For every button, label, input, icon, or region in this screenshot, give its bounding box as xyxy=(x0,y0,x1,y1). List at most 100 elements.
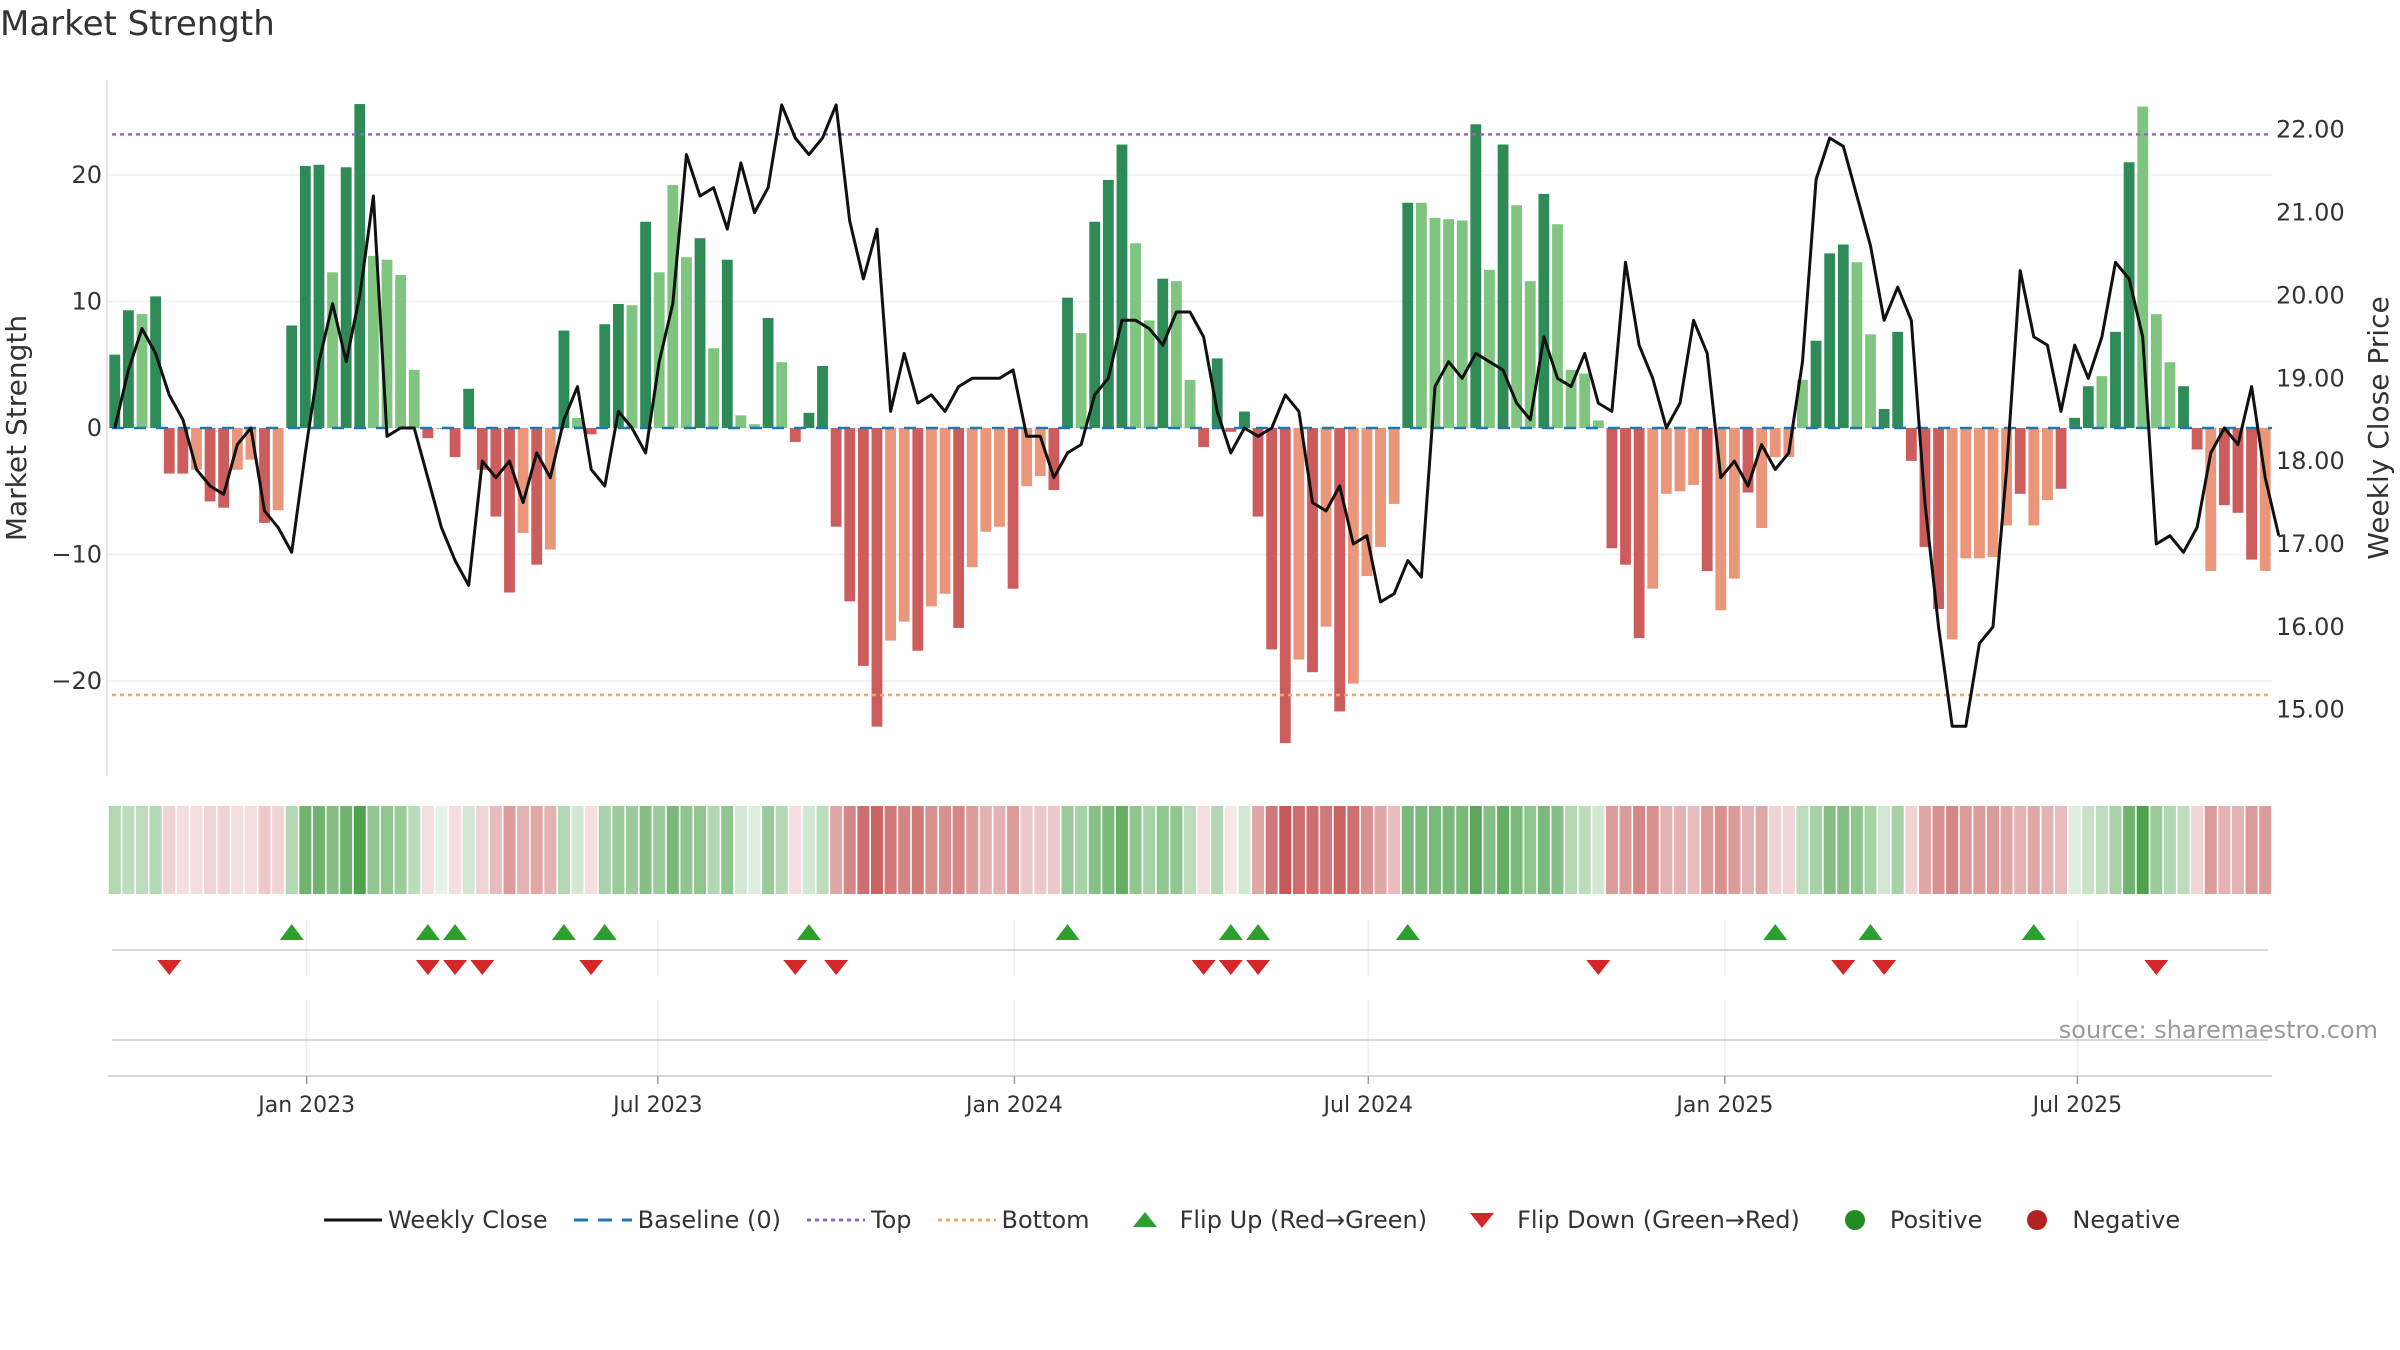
legend-item: Negative xyxy=(2006,1206,2180,1234)
heat-strip-cell xyxy=(707,806,720,894)
heat-strip-cell xyxy=(1864,806,1877,894)
heat-strip-cell xyxy=(993,806,1006,894)
strength-bar xyxy=(2082,386,2094,428)
heat-strip-cell xyxy=(734,806,747,894)
flip-up-marker xyxy=(1055,924,1080,940)
heat-strip-cell xyxy=(802,806,815,894)
strength-bar xyxy=(2150,314,2162,428)
strength-bar xyxy=(966,428,978,568)
heat-strip-cell xyxy=(2150,806,2163,894)
heat-strip-cell xyxy=(163,806,176,894)
strength-bar xyxy=(381,259,393,428)
strength-bar xyxy=(1470,124,1482,429)
strength-bar xyxy=(1375,428,1386,547)
strength-bar xyxy=(1497,144,1509,428)
strength-bar xyxy=(1062,297,1073,428)
heat-strip-cell xyxy=(1878,806,1891,894)
strength-bar xyxy=(1402,202,1414,428)
strength-bar xyxy=(2246,428,2257,560)
strength-bar xyxy=(463,388,475,428)
strength-bar xyxy=(980,428,992,532)
strength-bar xyxy=(612,303,624,428)
strength-bar xyxy=(272,428,284,511)
heat-strip-cell xyxy=(1660,806,1673,894)
strength-bar xyxy=(844,428,856,602)
heat-strip-cell xyxy=(598,806,611,894)
heat-strip-cell xyxy=(1211,806,1224,894)
heat-strip-cell xyxy=(898,806,911,894)
source-label: source: sharemaestro.com xyxy=(2059,1016,2378,1044)
heat-strip-cell xyxy=(408,806,421,894)
x-tick-label: Jul 2024 xyxy=(1322,1093,1414,1118)
flip-up-marker xyxy=(279,924,304,940)
heat-strip-cell xyxy=(1742,806,1755,894)
heat-strip-cell xyxy=(1891,806,1904,894)
strength-bar xyxy=(2218,428,2230,506)
legend: Weekly Close Baseline (0) Top Bottom Flip Up… xyxy=(322,1206,2204,1234)
heat-strip-cell xyxy=(1565,806,1578,894)
strength-bar xyxy=(286,325,298,428)
strength-bar xyxy=(926,428,937,607)
strength-bar xyxy=(776,362,788,428)
strength-bar xyxy=(1048,428,1060,491)
strength-bar xyxy=(1443,219,1454,428)
flip-down-marker xyxy=(415,960,440,975)
heat-strip-cell xyxy=(1769,806,1782,894)
strength-bar xyxy=(1089,221,1101,428)
strength-bar xyxy=(1715,428,1727,611)
heat-strip-cell xyxy=(680,806,693,894)
strength-bar xyxy=(1674,428,1686,492)
legend-item: Baseline (0) xyxy=(572,1206,781,1234)
flip-down-marker xyxy=(579,960,604,975)
y2-tick-label: 18.00 xyxy=(2276,447,2345,475)
strength-bar xyxy=(1293,428,1305,660)
flip-up-marker xyxy=(1246,924,1271,940)
x-tick-label: Jan 2023 xyxy=(256,1093,355,1118)
strength-bar xyxy=(1769,428,1781,458)
heat-strip-cell xyxy=(1578,806,1591,894)
heat-strip-cell xyxy=(1796,806,1809,894)
heat-strip-cell xyxy=(870,806,883,894)
strength-bar xyxy=(1361,428,1373,577)
strength-bar xyxy=(1211,358,1223,428)
strength-bar xyxy=(436,428,447,429)
legend-item: Flip Down (Green→Red) xyxy=(1451,1206,1800,1234)
flip-up-marker xyxy=(1218,924,1243,940)
strength-bar xyxy=(1878,409,1890,428)
strength-bar xyxy=(1660,428,1672,494)
heat-strip-cell xyxy=(2055,806,2068,894)
strength-bar xyxy=(109,354,121,428)
flip-down-marker xyxy=(824,960,849,975)
heat-strip-cell xyxy=(1701,806,1714,894)
heat-strip-cell xyxy=(1388,806,1401,894)
heat-strip-cell xyxy=(830,806,843,894)
heat-strip-cell xyxy=(966,806,979,894)
circle-icon xyxy=(1824,1208,1886,1232)
legend-label: Positive xyxy=(1889,1206,1983,1234)
flip-down-marker xyxy=(1218,960,1243,975)
strength-bar xyxy=(2205,428,2217,571)
heat-strip-cell xyxy=(353,806,366,894)
flip-up-marker xyxy=(551,924,576,940)
heat-strip-cell xyxy=(1374,806,1387,894)
strength-bar xyxy=(476,428,488,470)
heat-strip-cell xyxy=(217,806,230,894)
heat-strip-cell xyxy=(517,806,530,894)
y2-tick-label: 20.00 xyxy=(2276,281,2345,309)
heat-strip-cell xyxy=(721,806,734,894)
flip-down-marker xyxy=(1872,960,1897,975)
flip-down-marker xyxy=(1831,960,1856,975)
heat-strip-cell xyxy=(2123,806,2136,894)
strength-bar xyxy=(245,428,257,460)
heat-strip-cell xyxy=(2095,806,2108,894)
strength-bar xyxy=(1905,428,1917,461)
strength-bar xyxy=(1511,205,1523,428)
heat-strip-cell xyxy=(544,806,557,894)
strength-bar xyxy=(422,428,434,439)
y-tick-label: −10 xyxy=(51,541,102,569)
strength-bar xyxy=(1143,320,1155,428)
heat-strip-cell xyxy=(1605,806,1618,894)
strength-bar xyxy=(150,296,162,428)
strength-bar xyxy=(1415,202,1427,428)
